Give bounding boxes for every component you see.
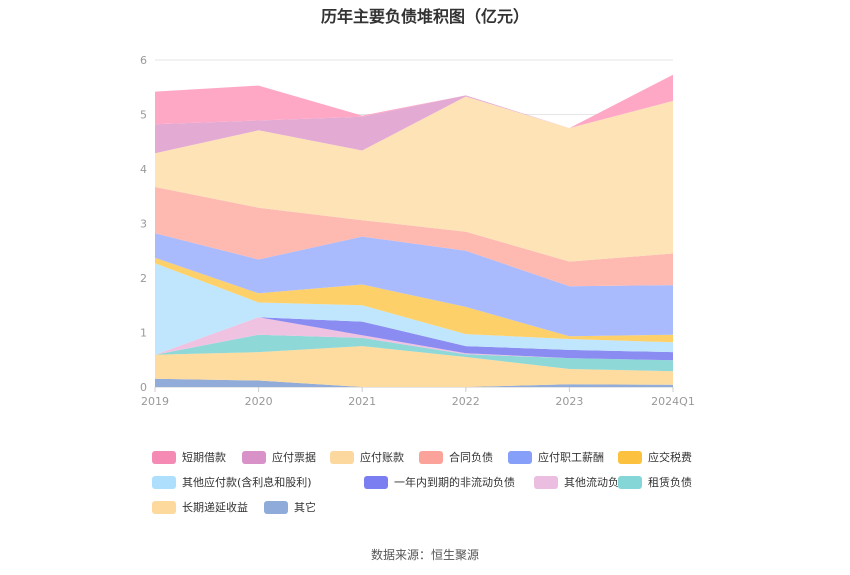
legend-swatch xyxy=(152,475,176,489)
stacked-area-chart: 0 1 2 3 4 5 6 2019 2020 2021 2022 2023 2024Q1 xyxy=(140,54,695,408)
area-应交税费 xyxy=(155,257,673,343)
legend-label: 应付职工薪酬 xyxy=(538,451,604,464)
legend-label: 应交税费 xyxy=(648,451,692,464)
legend-swatch xyxy=(534,475,558,489)
legend-label: 短期借款 xyxy=(182,451,226,464)
legend-item[interactable]: 一年内到期的非流动负债 xyxy=(364,474,515,490)
legend-label: 应付票据 xyxy=(272,451,316,464)
y-axis-ticks: 0 1 2 3 4 5 6 xyxy=(140,54,147,394)
area-长期递延收益 xyxy=(155,346,673,387)
legend-item[interactable]: 其他流动负债 xyxy=(534,474,630,490)
legend-label: 租赁负债 xyxy=(648,476,692,489)
legend-swatch xyxy=(152,500,176,514)
legend-label: 应付账款 xyxy=(360,451,404,464)
legend-swatch xyxy=(618,475,642,489)
x-tick-label: 2024Q1 xyxy=(651,395,695,408)
x-tick-label: 2021 xyxy=(348,395,376,408)
legend-item[interactable]: 应付账款 xyxy=(330,449,404,465)
legend-item[interactable]: 其他应付款(含利息和股利) xyxy=(152,474,312,490)
legend-label: 其它 xyxy=(294,501,316,514)
legend-swatch xyxy=(364,475,388,489)
x-tick-label: 2023 xyxy=(555,395,583,408)
legend-label: 一年内到期的非流动负债 xyxy=(394,476,515,489)
area-series xyxy=(155,74,673,387)
legend-label: 其他应付款(含利息和股利) xyxy=(182,476,312,489)
legend-swatch xyxy=(618,450,642,464)
y-tick-label: 3 xyxy=(140,218,147,231)
area-一年内到期的非流动负债 xyxy=(155,317,673,361)
legend-label: 长期递延收益 xyxy=(182,501,248,514)
y-tick-label: 4 xyxy=(140,163,147,176)
legend-swatch xyxy=(508,450,532,464)
legend-swatch xyxy=(152,450,176,464)
legend-swatch xyxy=(264,500,288,514)
y-tick-label: 0 xyxy=(140,381,147,394)
x-axis-ticks: 2019 2020 2021 2022 2023 2024Q1 xyxy=(141,387,695,408)
area-其它 xyxy=(155,378,673,387)
legend-item[interactable]: 租赁负债 xyxy=(618,474,692,490)
legend-item[interactable]: 应付票据 xyxy=(242,449,316,465)
data-source: 数据来源：恒生聚源 xyxy=(370,548,479,562)
y-tick-label: 1 xyxy=(140,327,147,340)
legend-label: 其他流动负债 xyxy=(564,476,630,489)
legend-item[interactable]: 短期借款 xyxy=(152,449,226,465)
x-tick-label: 2022 xyxy=(452,395,480,408)
area-其他应付款(含利息和股利) xyxy=(155,263,673,355)
legend-item[interactable]: 长期递延收益 xyxy=(152,499,248,515)
legend-swatch xyxy=(419,450,443,464)
y-tick-label: 5 xyxy=(140,109,147,122)
x-tick-label: 2019 xyxy=(141,395,169,408)
area-应付账款 xyxy=(155,96,673,262)
y-tick-label: 6 xyxy=(140,54,147,67)
legend-item[interactable]: 合同负债 xyxy=(419,449,493,465)
y-tick-label: 2 xyxy=(140,272,147,285)
chart-title: 历年主要负债堆积图（亿元） xyxy=(320,7,529,26)
legend-item[interactable]: 其它 xyxy=(264,499,316,515)
x-tick-label: 2020 xyxy=(245,395,273,408)
area-合同负债 xyxy=(155,187,673,287)
legend-item[interactable]: 应付职工薪酬 xyxy=(508,449,604,465)
area-短期借款 xyxy=(155,74,673,129)
legend-swatch xyxy=(330,450,354,464)
legend-item[interactable]: 应交税费 xyxy=(618,449,692,465)
legend-swatch xyxy=(242,450,266,464)
area-应付职工薪酬 xyxy=(155,233,673,337)
area-租赁负债 xyxy=(155,334,673,372)
area-应付票据 xyxy=(155,95,673,154)
legend-label: 合同负债 xyxy=(449,451,493,464)
area-其他流动负债 xyxy=(155,317,673,361)
